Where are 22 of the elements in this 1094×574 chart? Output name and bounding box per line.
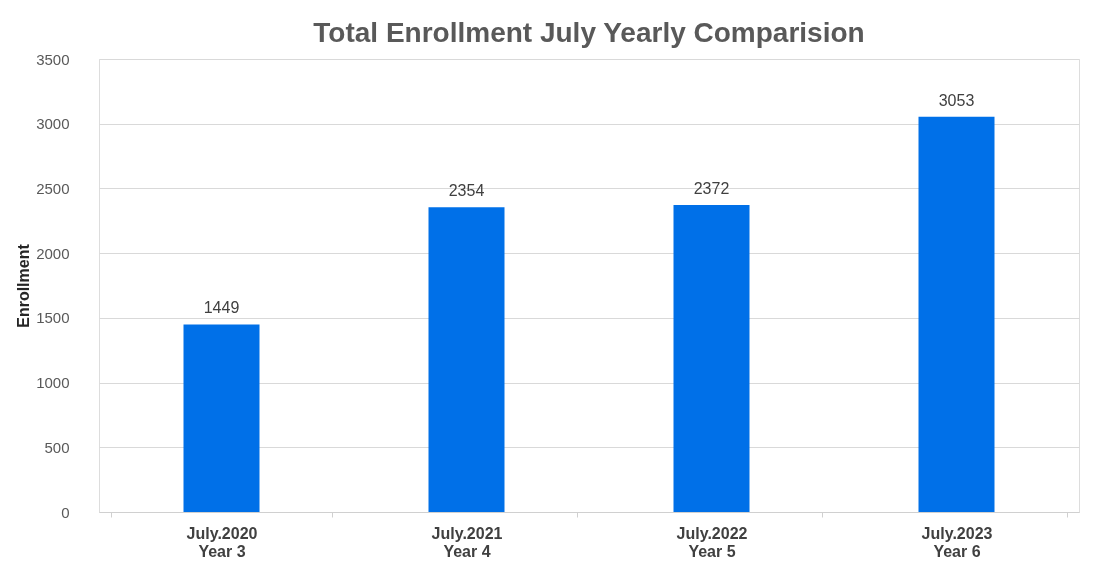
bar — [918, 116, 995, 512]
y-tick-label: 3000 — [36, 115, 70, 133]
y-tick-label: 1000 — [36, 374, 70, 392]
bar — [183, 324, 260, 512]
data-label: 1449 — [203, 299, 240, 317]
data-label: 3053 — [938, 91, 975, 109]
x-tick-label: July.2022 Year 5 — [676, 524, 748, 560]
y-tick-label: 500 — [44, 438, 70, 456]
y-tick-label: 2500 — [36, 179, 70, 197]
bar — [673, 205, 750, 512]
y-tick-label: 3500 — [36, 50, 70, 68]
x-tick-label: July.2021 Year 4 — [431, 524, 503, 560]
y-tick-label: 0 — [61, 503, 70, 521]
x-tick-label: July.2020 Year 3 — [186, 524, 258, 560]
y-tick-label: 1500 — [36, 309, 70, 327]
y-axis-title: Enrollment — [15, 243, 33, 328]
x-tick-label: July.2023 Year 6 — [921, 524, 993, 560]
chart-title: Total Enrollment July Yearly Comparision — [313, 17, 865, 48]
y-tick-label: 2000 — [36, 244, 70, 262]
bar — [428, 207, 505, 512]
data-label: 2354 — [448, 182, 485, 200]
data-label: 2372 — [693, 180, 730, 197]
